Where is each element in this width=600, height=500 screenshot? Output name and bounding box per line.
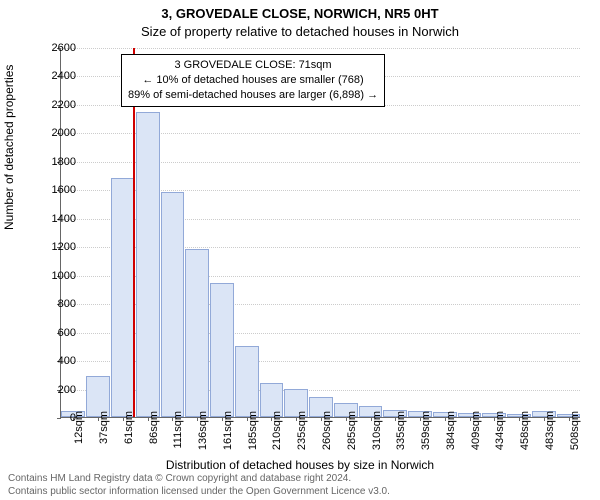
- x-tick-label: 260sqm: [321, 411, 333, 450]
- x-tick-label: 508sqm: [569, 411, 581, 450]
- histogram-bar: [210, 283, 234, 417]
- x-tick-label: 185sqm: [247, 411, 259, 450]
- histogram-plot: 12sqm37sqm61sqm86sqm111sqm136sqm161sqm18…: [60, 48, 580, 418]
- x-tick-label: 86sqm: [148, 411, 160, 444]
- x-tick-label: 37sqm: [98, 411, 110, 444]
- footer-line-1: Contains HM Land Registry data © Crown c…: [8, 473, 390, 486]
- x-tick-label: 136sqm: [197, 411, 209, 450]
- y-tick-label: 400: [36, 355, 76, 367]
- page-subtitle: Size of property relative to detached ho…: [0, 24, 600, 39]
- histogram-bar: [235, 346, 259, 417]
- y-tick-label: 800: [36, 298, 76, 310]
- y-tick-label: 1200: [36, 241, 76, 253]
- y-tick-label: 2400: [36, 70, 76, 82]
- property-info-box: 3 GROVEDALE CLOSE: 71sqm← 10% of detache…: [121, 54, 385, 107]
- x-tick-label: 310sqm: [371, 411, 383, 450]
- y-tick-label: 600: [36, 327, 76, 339]
- gridline: [61, 48, 580, 49]
- x-tick-label: 359sqm: [420, 411, 432, 450]
- y-tick-label: 2600: [36, 42, 76, 54]
- y-tick-label: 2000: [36, 127, 76, 139]
- footer-line-2: Contains public sector information licen…: [8, 486, 390, 499]
- x-tick-label: 458sqm: [519, 411, 531, 450]
- x-tick-label: 285sqm: [346, 411, 358, 450]
- histogram-bar: [185, 249, 209, 417]
- x-tick-label: 335sqm: [395, 411, 407, 450]
- y-tick-label: 1600: [36, 184, 76, 196]
- y-tick-label: 200: [36, 384, 76, 396]
- y-tick-label: 0: [36, 412, 76, 424]
- histogram-bar: [111, 178, 135, 417]
- info-box-line-2: ← 10% of detached houses are smaller (76…: [128, 73, 378, 88]
- x-tick-label: 434sqm: [494, 411, 506, 450]
- y-tick-label: 1400: [36, 213, 76, 225]
- info-box-line-3: 89% of semi-detached houses are larger (…: [128, 88, 378, 103]
- histogram-bar: [161, 192, 185, 417]
- x-axis-label: Distribution of detached houses by size …: [0, 458, 600, 472]
- y-tick-label: 1000: [36, 270, 76, 282]
- info-box-line-1: 3 GROVEDALE CLOSE: 71sqm: [128, 58, 378, 73]
- x-tick-label: 235sqm: [296, 411, 308, 450]
- footer-attribution: Contains HM Land Registry data © Crown c…: [8, 473, 390, 498]
- y-axis-label: Number of detached properties: [2, 65, 16, 230]
- page-title-address: 3, GROVEDALE CLOSE, NORWICH, NR5 0HT: [0, 6, 600, 21]
- x-tick-label: 483sqm: [544, 411, 556, 450]
- x-tick-label: 111sqm: [172, 411, 184, 449]
- x-tick-label: 161sqm: [222, 411, 234, 450]
- histogram-bar: [136, 112, 160, 417]
- x-tick-label: 409sqm: [470, 411, 482, 450]
- x-tick-label: 210sqm: [271, 411, 283, 450]
- plot-area: 12sqm37sqm61sqm86sqm111sqm136sqm161sqm18…: [60, 48, 580, 418]
- x-tick-label: 384sqm: [445, 411, 457, 450]
- y-tick-label: 1800: [36, 156, 76, 168]
- y-tick-label: 2200: [36, 99, 76, 111]
